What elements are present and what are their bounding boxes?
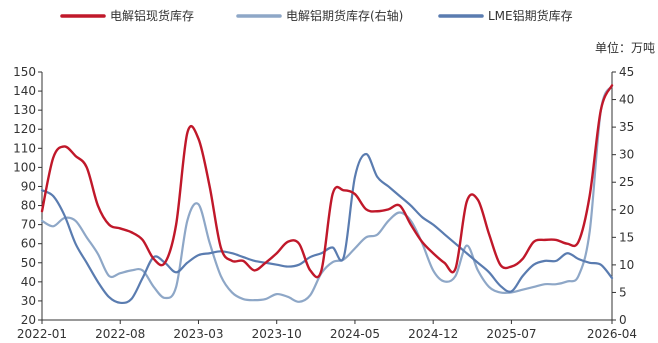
- series-lines: [40, 84, 614, 305]
- legend: 电解铝现货库存 电解铝期货库存(右轴) LME铝期货库存: [60, 8, 573, 23]
- x-tick-label: 2023-03: [173, 327, 223, 341]
- y-left-tick-label: 20: [21, 313, 36, 327]
- y-right-tick-label: 45: [619, 65, 634, 79]
- legend-label: 电解铝期货库存(右轴): [286, 8, 403, 23]
- y-right-tick-label: 0: [619, 313, 627, 327]
- y-left-tick-label: 60: [21, 237, 36, 251]
- x-tick-label: 2022-08: [95, 327, 145, 341]
- y-left-tick-label: 130: [13, 103, 36, 117]
- axes: 20 30 40 50 60 70 80 90 100 110 120 130 140 150 0 5 10 15…: [13, 65, 637, 341]
- y-right-tick-label: 30: [619, 148, 634, 162]
- x-tick-label: 2022-01: [17, 327, 67, 341]
- legend-label: LME铝期货库存: [488, 8, 573, 23]
- series-line-1: [40, 84, 614, 303]
- y-left-tick-label: 50: [21, 256, 36, 270]
- x-tick-label: 2024-12: [408, 327, 458, 341]
- x-tick-label: 2025-07: [486, 327, 536, 341]
- y-left-tick-label: 40: [21, 275, 36, 289]
- y-right-tick-label: 5: [619, 285, 627, 299]
- y-right-tick-label: 10: [619, 258, 634, 272]
- series-line-2: [40, 152, 614, 305]
- y-left-tick-label: 30: [21, 294, 36, 308]
- x-tick-label: 2023-10: [252, 327, 302, 341]
- y-left-tick-label: 120: [13, 122, 36, 136]
- y-left-tick-label: 150: [13, 65, 36, 79]
- y-left-tick-label: 80: [21, 199, 36, 213]
- y-right-tick-label: 15: [619, 230, 634, 244]
- y-right-tick-label: 25: [619, 175, 634, 189]
- unit-label: 单位：万吨: [595, 40, 655, 55]
- y-right-tick-label: 35: [619, 120, 634, 134]
- series-line-0: [40, 84, 614, 279]
- y-left-tick-label: 140: [13, 84, 36, 98]
- x-tick-label: 2024-05: [330, 327, 380, 341]
- y-right-tick-label: 20: [619, 203, 634, 217]
- legend-label: 电解铝现货库存: [110, 8, 194, 23]
- y-left-tick-label: 70: [21, 218, 36, 232]
- y-left-tick-label: 100: [13, 160, 36, 174]
- y-right-tick-label: 40: [619, 93, 634, 107]
- x-tick-label: 2026-04: [587, 327, 637, 341]
- y-left-tick-label: 90: [21, 179, 36, 193]
- y-left-tick-label: 110: [13, 141, 36, 155]
